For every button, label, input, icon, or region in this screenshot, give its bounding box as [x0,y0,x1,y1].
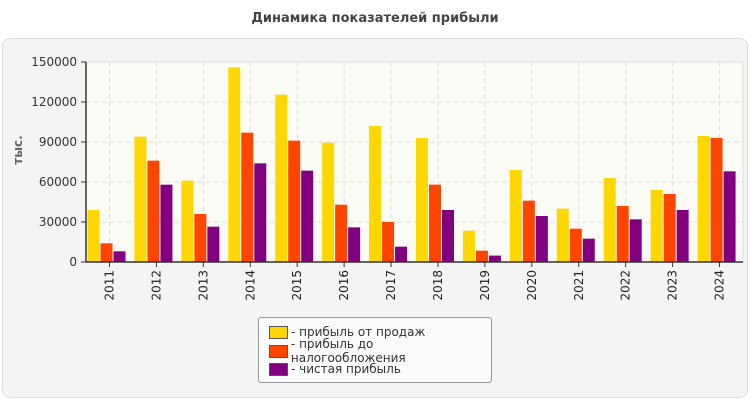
legend-swatch [269,325,288,339]
bar [616,206,629,262]
bar [462,230,475,262]
bar [181,180,194,262]
bar [569,228,582,262]
bar [723,171,736,262]
legend-label: - чистая прибыль [291,362,401,376]
bar [382,222,395,262]
bar [275,94,288,263]
chart-title: Динамика показателей прибыли [251,11,499,26]
bar [650,190,663,262]
bar [301,170,314,262]
bar [134,136,147,262]
bar [322,142,335,262]
bar [335,204,348,262]
bar [603,178,616,262]
bar [228,67,241,262]
x-tick-label: 2023 [666,270,680,301]
y-tick-label: 0 [69,255,77,269]
x-tick-label: 2017 [384,270,398,301]
x-tick-label: 2013 [196,270,210,301]
x-tick-label: 2011 [102,270,116,301]
bar [556,208,569,262]
bar [147,160,160,262]
legend-swatch [269,344,288,358]
bar [369,126,382,262]
x-tick-label: 2012 [149,270,163,301]
x-tick-label: 2016 [337,270,351,301]
bar [160,184,173,262]
x-tick-label: 2022 [619,270,633,301]
bar [87,210,100,262]
legend-item: - прибыль до налогообложения [269,337,491,365]
bar [254,163,267,262]
y-tick-label: 30000 [39,215,77,229]
bar [442,210,454,262]
bar [475,250,488,262]
legend-swatch [269,362,288,376]
legend-label: - прибыль от продаж [291,325,426,339]
bar [663,194,676,262]
bar [395,246,408,262]
bar [348,227,361,262]
y-tick-label: 150000 [31,55,77,69]
bar [697,136,710,262]
bar [416,138,428,262]
legend: - прибыль от продаж - прибыль до налогоо… [258,317,492,383]
legend-label: - прибыль до налогообложения [290,337,406,365]
x-tick-label: 2020 [525,270,539,301]
x-tick-label: 2019 [478,270,492,301]
y-axis-label: тыс. [11,135,25,164]
bar [522,200,535,262]
bar [288,140,301,262]
legend-item: - чистая прибыль [269,361,401,377]
bar [710,138,723,262]
x-tick-label: 2018 [431,270,445,301]
bar [676,210,689,262]
x-tick-label: 2014 [243,270,257,301]
bar [582,238,595,262]
y-tick-label: 90000 [39,135,77,149]
y-tick-label: 60000 [39,175,77,189]
bar [488,255,501,262]
x-tick-label: 2024 [713,270,727,301]
y-tick-label: 120000 [31,95,77,109]
bar [100,243,113,262]
bar [241,132,254,262]
x-tick-label: 2021 [572,270,586,301]
bar [207,226,220,262]
bar [509,170,522,262]
bar [113,251,126,262]
bar [629,219,642,262]
bar [535,216,548,262]
legend-item: - прибыль от продаж [269,324,425,340]
x-tick-label: 2015 [290,270,304,301]
bar [194,214,207,262]
bar [429,184,441,262]
